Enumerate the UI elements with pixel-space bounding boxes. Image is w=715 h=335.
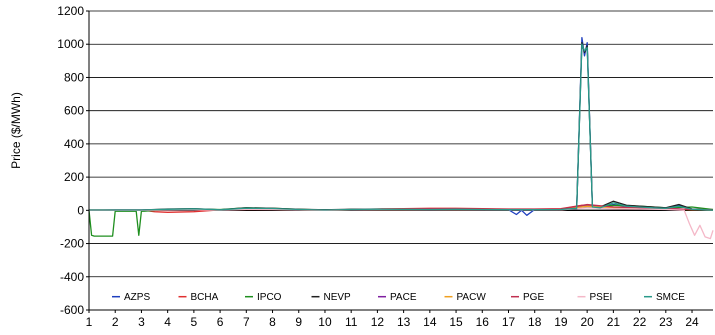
legend-box (104, 286, 702, 307)
axes (88, 11, 713, 311)
y-tick-label-7: -200 (60, 237, 84, 251)
x-tick-label-18: 19 (554, 315, 568, 329)
legend-label-pacw: PACW (457, 292, 487, 303)
y-tick-label-4: 400 (64, 137, 84, 151)
y-tick-label-2: 800 (64, 70, 84, 84)
x-tick-label-9: 10 (318, 315, 332, 329)
grid-lines (89, 10, 713, 311)
x-tick-label-7: 8 (269, 315, 276, 329)
legend-label-psei: PSEI (590, 292, 613, 303)
y-tick-label-1: 1000 (57, 37, 84, 51)
series-line-azps (88, 36, 714, 216)
y-axis-label: Price ($/MWh) (9, 92, 23, 169)
y-tick-label-8: -400 (60, 270, 84, 284)
legend-label-azps: AZPS (124, 292, 150, 303)
x-tick-label-19: 20 (580, 315, 594, 329)
x-tick-label-4: 5 (191, 315, 198, 329)
x-tick-label-3: 4 (164, 315, 171, 329)
x-tick-label-23: 24 (685, 315, 699, 329)
x-tick-label-17: 18 (528, 315, 542, 329)
x-tick-label-11: 12 (371, 315, 385, 329)
y-tick-label-0: 1200 (57, 4, 84, 18)
x-tick-label-8: 9 (295, 315, 302, 329)
y-tick-label-3: 600 (64, 104, 84, 118)
x-tick-label-15: 16 (476, 315, 490, 329)
legend-label-pace: PACE (390, 292, 417, 303)
x-tick-label-10: 11 (345, 315, 358, 329)
x-tick-label-2: 3 (138, 315, 145, 329)
x-tick-label-5: 6 (217, 315, 224, 329)
x-tick-labels: 1 2 3 4 5 6 7 8 9 10 11 12 13 14 15 16 17 18 19 20 21 22 23 24 (86, 310, 699, 329)
legend-label-pge: PGE (523, 292, 544, 303)
x-tick-label-14: 15 (449, 315, 463, 329)
x-tick-label-16: 17 (502, 315, 516, 329)
x-tick-label-6: 7 (243, 315, 250, 329)
y-tick-label-6: 0 (77, 203, 84, 217)
y-tick-label-9: -600 (60, 303, 84, 317)
x-tick-label-1: 2 (112, 315, 119, 329)
series-line-nevp (89, 41, 714, 211)
legend-label-smce: SMCE (656, 292, 685, 303)
x-tick-label-0: 1 (86, 315, 93, 329)
x-tick-label-20: 21 (607, 315, 621, 329)
x-tick-label-21: 22 (633, 315, 647, 329)
series-lines (88, 36, 714, 240)
series-line-smce (89, 43, 714, 211)
x-tick-label-12: 13 (397, 315, 411, 329)
x-tick-label-13: 14 (423, 315, 437, 329)
legend-label-nevp: NEVP (324, 292, 352, 303)
x-tick-label-22: 23 (659, 315, 673, 329)
legend-label-ipco: IPCO (257, 292, 282, 303)
y-tick-labels: 1200 1000 800 600 400 200 0 -200 -400 -600 (57, 4, 89, 317)
legend-label-bcha: BCHA (191, 292, 219, 303)
legend: AZPS BCHA IPCO NEVP PACE PACW PGE PSEI SMCE (104, 286, 702, 307)
y-tick-label-5: 200 (64, 170, 84, 184)
